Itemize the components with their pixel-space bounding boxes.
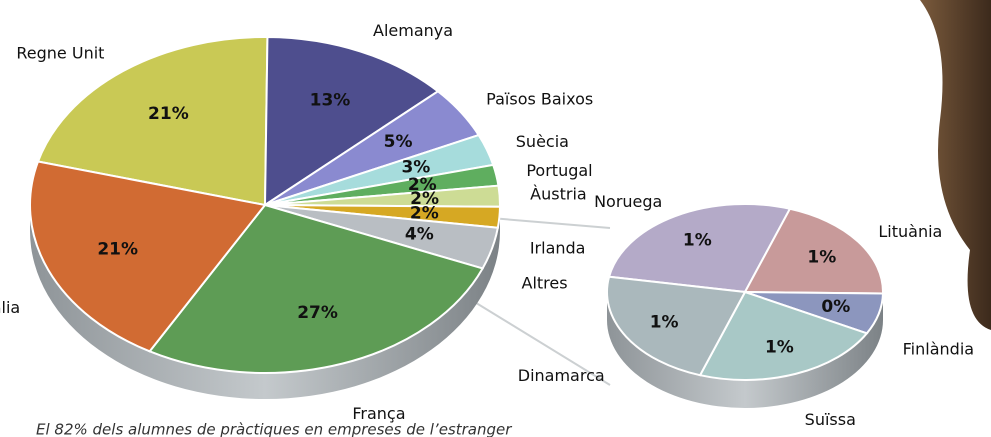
category-label: Irlanda	[530, 238, 586, 257]
chart: 21%Regne Unit13%Alemanya5%Països Baixos3…	[0, 0, 991, 437]
category-label: Àustria	[530, 185, 587, 204]
value-label: 0%	[821, 297, 850, 317]
category-label: Altres	[522, 274, 568, 293]
category-label: Finlàndia	[903, 339, 974, 358]
category-label: Lituània	[878, 222, 942, 241]
category-label: Alemanya	[373, 21, 453, 40]
caption: El 82% dels alumnes de pràctiques en emp…	[36, 421, 512, 437]
category-label: Suïssa	[805, 410, 856, 429]
value-label: 5%	[384, 132, 413, 152]
category-label: Itàlia	[0, 298, 20, 317]
value-label: 13%	[310, 91, 351, 111]
category-label: Dinamarca	[518, 366, 605, 385]
value-label: 27%	[297, 303, 338, 323]
value-label: 4%	[405, 225, 434, 245]
category-label: Suècia	[516, 132, 569, 151]
value-label: 1%	[765, 338, 794, 358]
background-photo	[920, 0, 991, 330]
value-label: 1%	[683, 230, 712, 250]
category-label: Regne Unit	[16, 43, 104, 62]
category-label: Països Baixos	[486, 89, 593, 108]
category-label: Noruega	[594, 192, 662, 211]
value-label: 21%	[148, 104, 189, 124]
category-label: Portugal	[526, 161, 592, 180]
value-label: 21%	[97, 239, 138, 259]
value-label: 1%	[807, 248, 836, 268]
value-label: 1%	[650, 312, 679, 332]
